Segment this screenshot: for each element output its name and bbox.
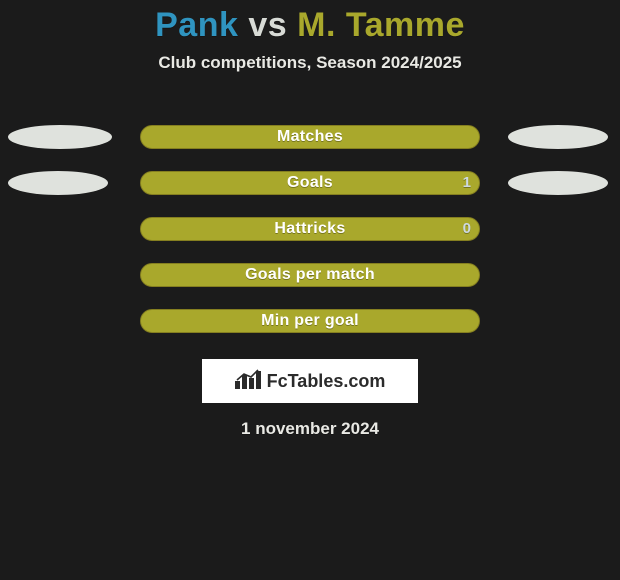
vs-label: vs: [248, 6, 287, 44]
stat-label: Min per goal: [261, 312, 359, 330]
stat-row: Hattricks 0: [0, 207, 620, 253]
player2-name: M. Tamme: [297, 6, 465, 44]
stat-row: Goals per match: [0, 253, 620, 299]
stat-bar: Goals per match: [140, 263, 480, 287]
stat-bar: Min per goal: [140, 309, 480, 333]
page-root: Pank vs M. Tamme Club competitions, Seas…: [0, 0, 620, 580]
subtitle: Club competitions, Season 2024/2025: [0, 53, 620, 73]
brand-badge: FcTables.com: [202, 359, 418, 403]
stat-value: 1: [463, 174, 471, 191]
stat-label: Goals: [287, 174, 333, 192]
stat-label: Matches: [277, 128, 343, 146]
stat-bar: Goals 1: [140, 171, 480, 195]
stat-row: Min per goal: [0, 299, 620, 345]
stat-bar: Hattricks 0: [140, 217, 480, 241]
stat-rows: Matches Goals 1 Hattricks 0 Goals per match Mi…: [0, 115, 620, 345]
right-ellipse: [508, 125, 608, 149]
stat-row: Goals 1: [0, 161, 620, 207]
right-ellipse: [508, 171, 608, 195]
chart-bars-icon: [235, 369, 263, 394]
stat-value: 0: [463, 220, 471, 237]
stat-bar: Matches: [140, 125, 480, 149]
left-ellipse: [8, 125, 112, 149]
stat-row: Matches: [0, 115, 620, 161]
left-ellipse: [8, 171, 108, 195]
stat-label: Hattricks: [274, 220, 345, 238]
stat-label: Goals per match: [245, 266, 375, 284]
player1-name: Pank: [155, 6, 238, 44]
page-title: Pank vs M. Tamme: [0, 0, 620, 45]
date-label: 1 november 2024: [0, 419, 620, 439]
brand-text: FcTables.com: [267, 371, 386, 392]
